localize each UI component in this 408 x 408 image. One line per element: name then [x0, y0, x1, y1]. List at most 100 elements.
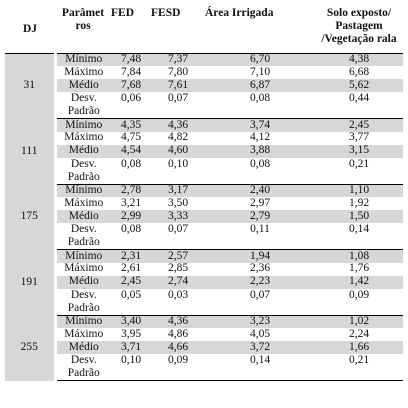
irrigated-area-cell: 3,88 — [205, 144, 315, 158]
table-row: Médio 2,45 2,74 2,23 1,42 — [5, 275, 403, 289]
fesd-cell: 2,57 — [151, 249, 205, 263]
fesd-cell: 0,03 — [151, 288, 205, 316]
header-exposed-soil: Solo exposto/ Pastagem /Vegetação rala — [315, 5, 403, 54]
fed-cell: 2,99 — [111, 210, 151, 223]
header-irrigated-area: Área Irrigada — [205, 5, 315, 54]
irrigated-area-cell: 6,87 — [205, 79, 315, 92]
table-row: Médio 3,71 4,66 3,72 1,66 — [5, 341, 403, 354]
stat-cell: Médio — [55, 79, 111, 92]
fed-cell: 2,78 — [111, 184, 151, 197]
table-row: Máximo 4,75 4,82 4,12 3,77 — [5, 132, 403, 145]
header-fesd: FESD — [151, 5, 205, 54]
irrigated-area-cell: 2,97 — [249, 197, 271, 209]
exposed-soil-cell: 0,14 — [315, 223, 403, 250]
stat-cell: Máximo — [64, 66, 104, 78]
irrigated-area-cell: 2,40 — [205, 184, 315, 197]
exposed-soil-cell: 2,24 — [348, 328, 370, 340]
stat-cell: Máximo — [64, 197, 104, 209]
exposed-soil-cell: 0,21 — [315, 157, 403, 185]
fed-cell: 3,95 — [120, 328, 142, 340]
fesd-cell: 0,09 — [151, 354, 205, 381]
exposed-soil-cell: 1,50 — [315, 210, 403, 223]
header-fed: FED — [111, 5, 151, 54]
table-row: Médio 7,68 7,61 6,87 5,62 — [5, 79, 403, 92]
stat-cell: Desv. Padrão — [55, 92, 111, 119]
fesd-cell: 7,80 — [167, 66, 189, 78]
fesd-cell: 4,86 — [167, 328, 189, 340]
irrigated-area-cell: 0,08 — [205, 92, 315, 119]
fed-cell: 2,45 — [111, 275, 151, 289]
table-row: Desv. Padrão 0,08 0,10 0,08 0,21 — [5, 157, 403, 185]
dj-cell: 31 — [5, 53, 57, 119]
fesd-cell: 2,74 — [151, 275, 205, 289]
stat-cell: Máximo — [64, 328, 104, 340]
table-row: Médio 2,99 3,33 2,79 1,50 — [5, 210, 403, 223]
exposed-soil-cell: 0,09 — [315, 288, 403, 316]
fesd-cell: 4,60 — [151, 144, 205, 158]
fesd-cell: 4,36 — [151, 315, 205, 328]
fesd-cell: 3,50 — [167, 197, 189, 209]
header-dj: DJ — [5, 5, 55, 54]
fed-cell: 0,08 — [111, 223, 151, 250]
table-row: Desv. Padrão 0,10 0,09 0,14 0,21 — [5, 354, 403, 381]
exposed-soil-cell: 1,92 — [348, 197, 370, 209]
stat-cell: Máximo — [64, 262, 104, 275]
exposed-soil-cell: 1,76 — [348, 262, 370, 275]
fed-cell: 0,06 — [111, 92, 151, 119]
table-row: Máximo 7,84 7,80 7,10 6,68 — [5, 66, 403, 79]
dj-cell: 175 — [5, 184, 57, 250]
exposed-soil-cell: 1,02 — [315, 315, 403, 328]
fed-cell: 0,05 — [111, 288, 151, 316]
exposed-soil-cell: 1,08 — [315, 249, 403, 263]
exposed-soil-cell: 3,77 — [348, 131, 370, 144]
fesd-cell: 7,37 — [151, 53, 205, 66]
stat-cell: Desv. Padrão — [55, 288, 111, 316]
stat-cell: Médio — [55, 341, 111, 354]
irrigated-area-cell: 3,23 — [205, 315, 315, 328]
fed-cell: 3,21 — [120, 197, 142, 209]
table-row: Desv. Padrão 0,05 0,03 0,07 0,09 — [5, 288, 403, 316]
stat-cell: Mínimo — [55, 249, 111, 263]
table-row: 31 Mínimo 7,48 7,37 6,70 4,38 — [5, 53, 403, 119]
irrigated-area-cell: 2,79 — [205, 210, 315, 223]
irrigated-area-cell: 3,74 — [205, 118, 315, 132]
fed-cell: 7,68 — [111, 79, 151, 92]
table-row: Máximo 2,61 2,85 2,36 1,76 — [5, 263, 403, 276]
irrigated-area-cell: 2,36 — [249, 262, 271, 275]
table-row: Desv. Padrão 0,08 0,07 0,11 0,14 — [5, 223, 403, 250]
stat-cell: Médio — [55, 144, 111, 158]
fed-cell: 0,10 — [111, 354, 151, 381]
fesd-cell: 4,66 — [151, 341, 205, 354]
stat-cell: Máximo — [64, 131, 104, 144]
fed-cell: 7,84 — [120, 66, 142, 78]
fed-cell: 7,48 — [111, 53, 151, 66]
table-body: 31 Mínimo 7,48 7,37 6,70 4,38 Máximo 7,84 7,80 7,… — [5, 53, 403, 381]
stat-cell: Mínimo — [55, 184, 111, 197]
exposed-soil-cell: 0,44 — [315, 92, 403, 119]
fed-cell: 0,08 — [111, 157, 151, 185]
table-row: Máximo 3,95 4,86 4,05 2,24 — [5, 328, 403, 341]
irrigated-area-cell: 3,72 — [205, 341, 315, 354]
exposed-soil-cell: 1,42 — [315, 275, 403, 289]
header-parameters: Parâmet ros — [55, 5, 111, 54]
table-row: 191 Mínimo 2,31 2,57 1,94 1,08 — [5, 249, 403, 315]
table-row: 255 Mínimo 3,40 4,36 3,23 1,02 — [5, 315, 403, 381]
stat-cell: Mínimo — [55, 315, 111, 328]
fesd-cell: 7,61 — [151, 79, 205, 92]
table-row: 175 Mínimo 2,78 3,17 2,40 1,10 — [5, 184, 403, 250]
fesd-cell: 4,82 — [167, 131, 189, 144]
fed-cell: 3,71 — [111, 341, 151, 354]
irrigated-area-cell: 4,05 — [249, 328, 271, 340]
fed-cell: 2,61 — [120, 262, 142, 275]
exposed-soil-cell: 1,66 — [315, 341, 403, 354]
irrigated-area-cell: 1,94 — [205, 249, 315, 263]
dj-cell: 191 — [5, 249, 57, 315]
irrigated-area-cell: 4,12 — [249, 131, 271, 144]
fed-cell: 4,35 — [111, 118, 151, 132]
statistics-table: DJ Parâmet ros FED FESD Área Irrigada So… — [5, 5, 403, 381]
irrigated-area-cell: 2,23 — [205, 275, 315, 289]
exposed-soil-cell: 2,45 — [315, 118, 403, 132]
irrigated-area-cell: 0,08 — [205, 157, 315, 185]
table-row: Médio 4,54 4,60 3,88 3,15 — [5, 144, 403, 158]
